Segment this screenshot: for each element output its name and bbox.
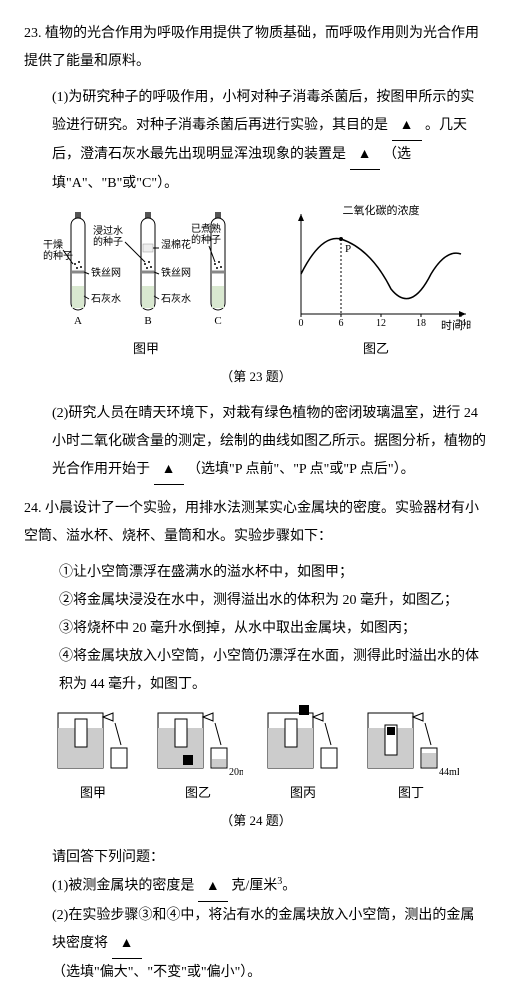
blank: ▲ — [350, 141, 380, 170]
blank: ▲ — [392, 112, 422, 141]
q24-part1: (1)被测金属块的密度是 ▲ 克/厘米3。 — [24, 872, 488, 902]
q23-part2: (2)研究人员在晴天环境下，对栽有绿色植物的密闭玻璃温室，进行 24 小时二氧化… — [24, 400, 488, 485]
svg-text:石灰水: 石灰水 — [161, 292, 191, 305]
svg-text:20mL: 20mL — [229, 767, 243, 778]
svg-text:湿棉花: 湿棉花 — [161, 238, 191, 251]
q23-number: 23. — [24, 26, 42, 41]
beaker-b: 20mL 图乙 — [153, 703, 243, 806]
svg-text:B: B — [144, 315, 151, 327]
svg-text:44mL: 44mL — [439, 767, 459, 778]
svg-text:二氧化碳的浓度: 二氧化碳的浓度 — [343, 204, 420, 217]
q23-p2b: （选填"P 点前"、"P 点"或"P 点后"）。 — [187, 462, 415, 477]
svg-text:石灰水: 石灰水 — [91, 292, 121, 305]
svg-text:铁丝网: 铁丝网 — [161, 266, 191, 279]
q23-overall-cap: （第 23 题） — [24, 364, 488, 390]
svg-text:P: P — [345, 243, 351, 255]
q24-intro: 小晨设计了一个实验，用排水法测某实心金属块的密度。实验器材有小空筒、溢水杯、烧杯… — [24, 501, 479, 544]
question-23: 23. 植物的光合作用为呼吸作用提供了物质基础，而呼吸作用则为光合作用提供了能量… — [24, 20, 488, 76]
beaker-c: 图丙 — [263, 703, 343, 806]
svg-text:0: 0 — [299, 318, 304, 329]
svg-text:24: 24 — [456, 318, 466, 329]
svg-text:12: 12 — [376, 318, 386, 329]
svg-text:浸过水的种子: 浸过水的种子 — [93, 224, 123, 248]
tubes-svg: A B C 干燥的种子 浸过水的种子 — [41, 204, 251, 334]
q24-step3: ③将烧杯中 20 毫升水倒掉，从水中取出金属块，如图丙； — [24, 615, 488, 643]
svg-text:已煮熟的种子: 已煮熟的种子 — [191, 222, 221, 246]
q23-figures: A B C 干燥的种子 浸过水的种子 — [24, 204, 488, 362]
q23-intro: 植物的光合作用为呼吸作用提供了物质基础，而呼吸作用则为光合作用提供了能量和原料。 — [24, 26, 479, 69]
figure-yi: 二氧化碳的浓度 时间/时 P 0 6 12 18 24 图乙 — [281, 204, 471, 362]
svg-text:6: 6 — [339, 318, 344, 329]
fig-jia-cap: 图甲 — [41, 336, 251, 362]
q24-ask: 请回答下列问题： — [24, 844, 488, 872]
q24-part2: (2)在实验步骤③和④中，将沾有水的金属块放入小空筒，测出的金属块密度将 ▲ （… — [24, 902, 488, 987]
blank: ▲ — [198, 873, 228, 902]
q24-figures: 图甲 20mL 图乙 图丙 — [24, 703, 488, 806]
q24-overall-cap: （第 24 题） — [24, 808, 488, 834]
q24-step4: ④将金属块放入小空筒，小空筒仍漂浮在水面，测得此时溢出水的体积为 44 毫升，如… — [24, 643, 488, 699]
blank: ▲ — [112, 930, 142, 959]
svg-text:C: C — [214, 315, 221, 327]
svg-text:铁丝网: 铁丝网 — [91, 266, 121, 279]
beaker-a: 图甲 — [53, 703, 133, 806]
co2-graph: 二氧化碳的浓度 时间/时 P 0 6 12 18 24 — [281, 204, 471, 334]
svg-text:18: 18 — [416, 318, 426, 329]
beaker-d: 44mL 图丁 — [363, 703, 459, 806]
q23-part1: (1)为研究种子的呼吸作用，小柯对种子消毒杀菌后，按图甲所示的实验进行研究。对种… — [24, 84, 488, 198]
question-24: 24. 小晨设计了一个实验，用排水法测某实心金属块的密度。实验器材有小空筒、溢水… — [24, 495, 488, 551]
fig-yi-cap: 图乙 — [281, 336, 471, 362]
figure-jia: A B C 干燥的种子 浸过水的种子 — [41, 204, 251, 362]
svg-text:A: A — [74, 315, 82, 327]
q24-number: 24. — [24, 501, 42, 516]
blank: ▲ — [154, 456, 184, 485]
q24-step1: ①让小空筒漂浮在盛满水的溢水杯中，如图甲； — [24, 559, 488, 587]
q24-step2: ②将金属块浸没在水中，测得溢出水的体积为 20 毫升，如图乙； — [24, 587, 488, 615]
